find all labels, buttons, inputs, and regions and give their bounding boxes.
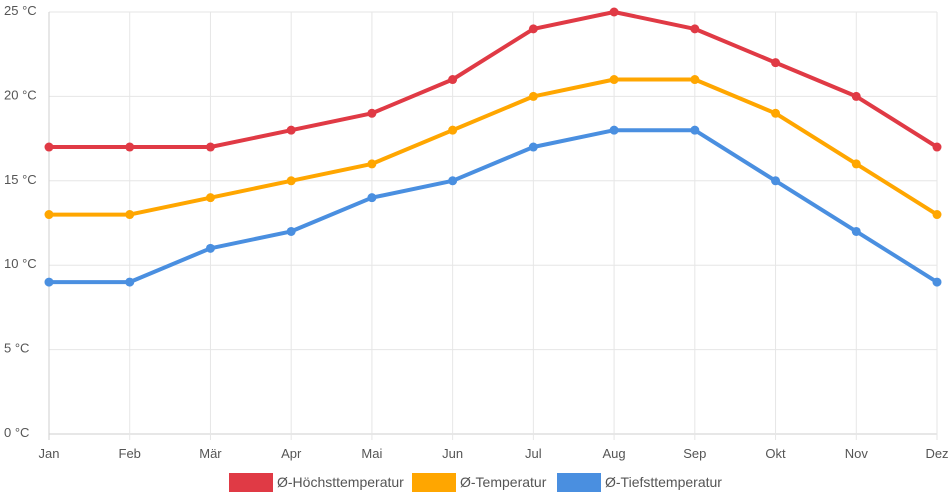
data-point xyxy=(44,277,54,287)
x-tick-label: Mär xyxy=(199,446,222,461)
y-tick-label: 5 °C xyxy=(4,341,29,356)
series-line-1 xyxy=(47,10,939,149)
data-point xyxy=(286,176,296,186)
data-point xyxy=(205,193,215,203)
data-point xyxy=(851,159,861,169)
data-point xyxy=(44,142,54,152)
data-point xyxy=(690,125,700,135)
legend-label: Ø-Tiefsttemperatur xyxy=(605,474,722,490)
x-tick-label: Nov xyxy=(845,446,869,461)
data-point xyxy=(528,142,538,152)
x-tick-label: Jan xyxy=(39,446,60,461)
data-point xyxy=(125,277,135,287)
legend-label: Ø-Höchsttemperatur xyxy=(277,474,404,490)
data-point xyxy=(448,75,458,85)
data-point xyxy=(771,176,781,186)
x-tick-label: Jul xyxy=(525,446,542,461)
y-tick-label: 10 °C xyxy=(4,256,37,271)
data-point xyxy=(205,243,215,253)
y-tick-label: 0 °C xyxy=(4,425,29,440)
data-point xyxy=(690,75,700,85)
data-point xyxy=(448,125,458,135)
legend-label: Ø-Temperatur xyxy=(460,474,547,490)
data-point xyxy=(609,125,619,135)
data-point xyxy=(932,210,942,220)
data-point xyxy=(528,91,538,101)
x-tick-label: Okt xyxy=(765,446,786,461)
data-point xyxy=(286,226,296,236)
x-tick-label: Mai xyxy=(361,446,382,461)
data-point xyxy=(448,176,458,186)
series-line-3 xyxy=(47,128,939,285)
data-point xyxy=(125,142,135,152)
data-point xyxy=(528,24,538,34)
data-point xyxy=(205,142,215,152)
series-line-2 xyxy=(47,77,939,217)
data-point xyxy=(932,277,942,287)
legend-swatch xyxy=(412,473,456,492)
x-tick-label: Sep xyxy=(683,446,706,461)
y-tick-label: 25 °C xyxy=(4,3,37,18)
data-point xyxy=(125,210,135,220)
x-tick-label: Jun xyxy=(442,446,463,461)
legend: Ø-Höchsttemperatur Ø-Temperatur Ø-Tiefstte… xyxy=(229,473,722,492)
data-point xyxy=(609,75,619,85)
data-point xyxy=(367,108,377,118)
data-point xyxy=(609,7,619,17)
data-point xyxy=(690,24,700,34)
data-point xyxy=(367,159,377,169)
legend-swatch xyxy=(229,473,273,492)
x-tick-label: Apr xyxy=(281,446,302,461)
data-point xyxy=(286,125,296,135)
data-point xyxy=(771,58,781,68)
data-point xyxy=(44,210,54,220)
data-point xyxy=(367,193,377,203)
data-point xyxy=(771,108,781,118)
legend-swatch xyxy=(557,473,601,492)
axes: 0 °C 5 °C 10 °C 15 °C 20 °C 25 °C Jan Feb Mär Apr… xyxy=(4,3,949,461)
x-tick-label: Feb xyxy=(119,446,141,461)
y-tick-label: 20 °C xyxy=(4,87,37,102)
y-tick-label: 15 °C xyxy=(4,172,37,187)
data-point xyxy=(851,226,861,236)
x-tick-label: Aug xyxy=(603,446,626,461)
data-point xyxy=(851,91,861,101)
series-lines xyxy=(44,7,942,287)
x-tick-label: Dez xyxy=(925,446,948,461)
data-point xyxy=(932,142,942,152)
